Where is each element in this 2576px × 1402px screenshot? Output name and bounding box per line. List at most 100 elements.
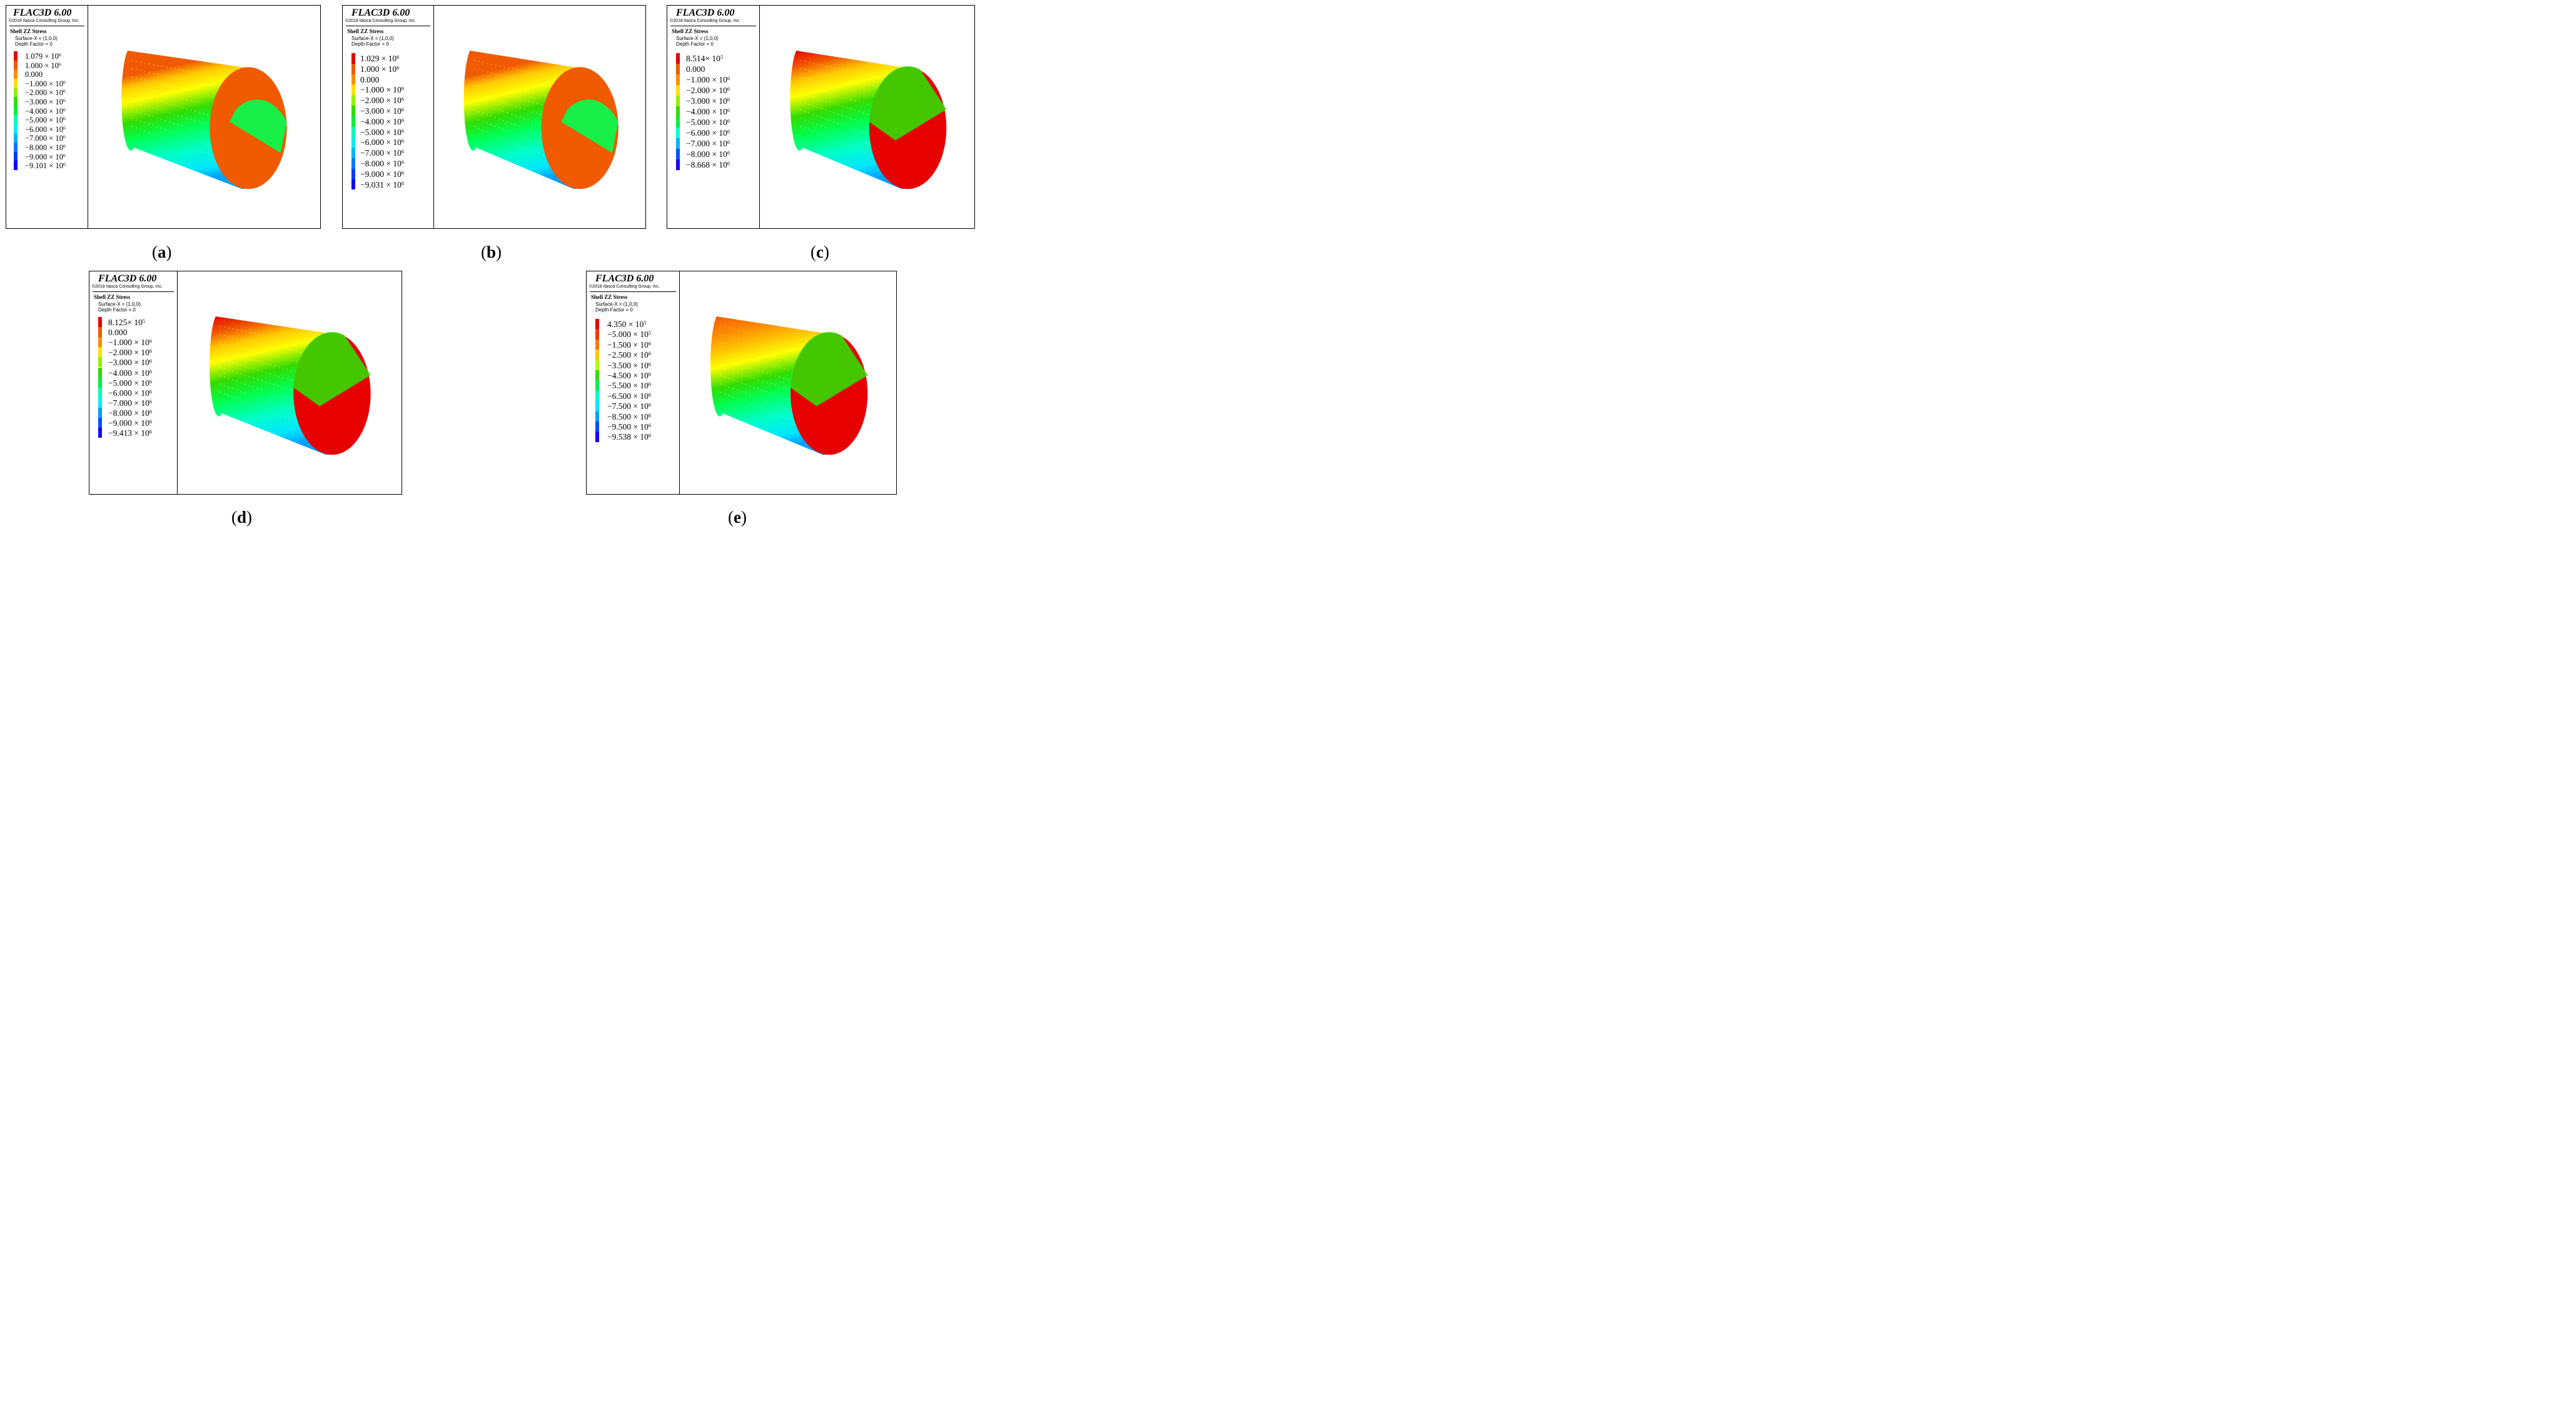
legend-value-exponent: 6 (149, 418, 153, 425)
legend-value-exponent: 6 (401, 117, 405, 123)
legend-value-exponent: 6 (63, 134, 66, 140)
legend-value-exponent: 6 (149, 338, 153, 345)
legend-swatch (351, 179, 355, 190)
legend-swatch (675, 63, 680, 74)
legend-value: 1.029 × 106 (360, 54, 399, 63)
legend-swatch (13, 106, 18, 116)
legend: FLAC3D 6.00 ©2018 Itasca Consulting Group… (343, 5, 434, 228)
shell-band (219, 358, 314, 388)
legend-value-exponent: 5 (142, 318, 146, 324)
legend-swatch (98, 417, 102, 428)
panel-caption-letter: c (816, 242, 824, 261)
panel-c: FLAC3D 6.00 ©2018 Itasca Consulting Group… (666, 4, 975, 229)
legend-value-mantissa: −9.101 × 10 (24, 161, 63, 171)
legend-value: −7.000 × 106 (108, 399, 152, 407)
legend-value-mantissa: −2.500 × 10 (607, 350, 649, 360)
variable-label: Shell ZZ Stress (590, 293, 628, 300)
shell-end-band (790, 331, 868, 406)
legend-swatch (351, 74, 355, 85)
legend-value-mantissa: 1.000 × 10 (360, 64, 397, 74)
legend-value-mantissa: −9.538 × 10 (607, 432, 649, 442)
legend-value: 1.079 × 106 (25, 53, 61, 60)
legend-swatch (595, 318, 599, 330)
panel-caption-letter: e (733, 507, 741, 527)
legend-value-exponent: 6 (397, 54, 400, 60)
legend-swatch (98, 387, 102, 398)
legend-swatch (351, 84, 355, 96)
legend-value-mantissa: 1.029 × 10 (360, 53, 397, 63)
legend-value-mantissa: −8.500 × 10 (607, 411, 649, 421)
copyright-text: ©2018 Itasca Consulting Group, Inc. (669, 18, 740, 23)
legend-swatch (351, 53, 355, 64)
legend-value: −8.000 × 106 (360, 159, 404, 168)
legend-value-exponent: 6 (397, 64, 400, 71)
panel-caption-letter: b (486, 242, 497, 261)
legend-value-mantissa: −5.000 × 10 (360, 127, 402, 137)
legend-value-exponent: 6 (727, 96, 730, 103)
legend-value-mantissa: −3.000 × 10 (24, 97, 63, 106)
legend-value-mantissa: −9.000 × 10 (360, 169, 402, 179)
legend-value: −8.000 × 106 (25, 144, 66, 151)
copyright-text: ©2018 Itasca Consulting Group, Inc. (345, 18, 416, 23)
legend-value: −6.000 × 106 (360, 138, 404, 146)
legend-swatch (98, 337, 102, 348)
legend-value: −4.000 × 106 (360, 118, 404, 126)
shell-band (131, 76, 230, 101)
legend-swatch (351, 137, 355, 148)
legend-value: −4.000 × 106 (686, 108, 730, 116)
legend-swatch (13, 96, 18, 106)
legend-swatch (675, 159, 680, 170)
panel-caption-letter: a (157, 242, 166, 261)
legend-value-exponent: 6 (149, 408, 153, 415)
shell-band (219, 341, 314, 366)
legend-value: −6.000 × 106 (686, 129, 730, 137)
legend-value: −1.000 × 106 (108, 338, 152, 346)
legend-value-mantissa: 0.000 (24, 70, 43, 79)
legend-value-exponent: 6 (648, 351, 652, 357)
legend-value-mantissa: −1.500 × 10 (607, 340, 649, 350)
legend-swatch (595, 339, 599, 350)
figure-canvas: FLAC3D 6.00 ©2018 Itasca Consulting Group… (0, 0, 981, 533)
legend-swatch (351, 168, 355, 179)
legend-value: −9.538 × 106 (607, 433, 651, 441)
shell-band (720, 383, 811, 418)
legend-value-exponent: 6 (727, 118, 730, 124)
legend-value: 0.000 (25, 71, 43, 78)
legend-value-exponent: 6 (149, 368, 153, 375)
legend-value-mantissa: −4.000 × 10 (360, 116, 402, 126)
legend-value: −8.668 × 106 (686, 161, 730, 169)
legend-value-exponent: 6 (63, 79, 66, 85)
legend-swatch (98, 407, 102, 418)
legend-value-mantissa: −7.000 × 10 (24, 134, 63, 143)
legend-value-mantissa: −9.413 × 10 (108, 428, 149, 438)
variable-label: Shell ZZ Stress (346, 28, 384, 34)
shell-contour-plot (210, 316, 371, 455)
legend-value-exponent: 6 (401, 86, 405, 92)
legend-value-mantissa: −6.000 × 10 (360, 138, 402, 148)
legend-swatch (351, 158, 355, 169)
legend-value: −3.000 × 106 (25, 98, 66, 106)
legend-value-exponent: 6 (58, 52, 61, 58)
legend-swatch (13, 133, 18, 143)
legend-value-exponent: 6 (648, 391, 652, 398)
legend-value: −3.500 × 106 (607, 361, 651, 370)
legend-value: −3.000 × 106 (108, 358, 152, 366)
legend-value: −5.500 × 106 (607, 381, 651, 390)
legend-swatch (98, 327, 102, 338)
legend-swatch (595, 370, 599, 381)
legend-value-mantissa: −2.000 × 10 (108, 348, 149, 358)
legend-value-exponent: 6 (401, 106, 405, 113)
legend-swatch (13, 124, 18, 134)
legend-value-exponent: 6 (727, 107, 730, 113)
legend-value-mantissa: −8.000 × 10 (685, 149, 727, 159)
surface-label: Surface-X = (1,0,0) (675, 35, 719, 41)
panel-caption: (e) (727, 507, 747, 527)
legend-value: −5.000 × 106 (360, 128, 404, 136)
shell-band (219, 366, 314, 398)
legend: FLAC3D 6.00 ©2018 Itasca Consulting Group… (89, 271, 178, 494)
legend-value-mantissa: 8.125× 10 (108, 317, 143, 327)
legend-swatch (675, 138, 680, 149)
legend-swatch (98, 347, 102, 358)
legend-value-mantissa: 1.000 × 10 (24, 61, 59, 70)
shell-band (720, 391, 811, 429)
